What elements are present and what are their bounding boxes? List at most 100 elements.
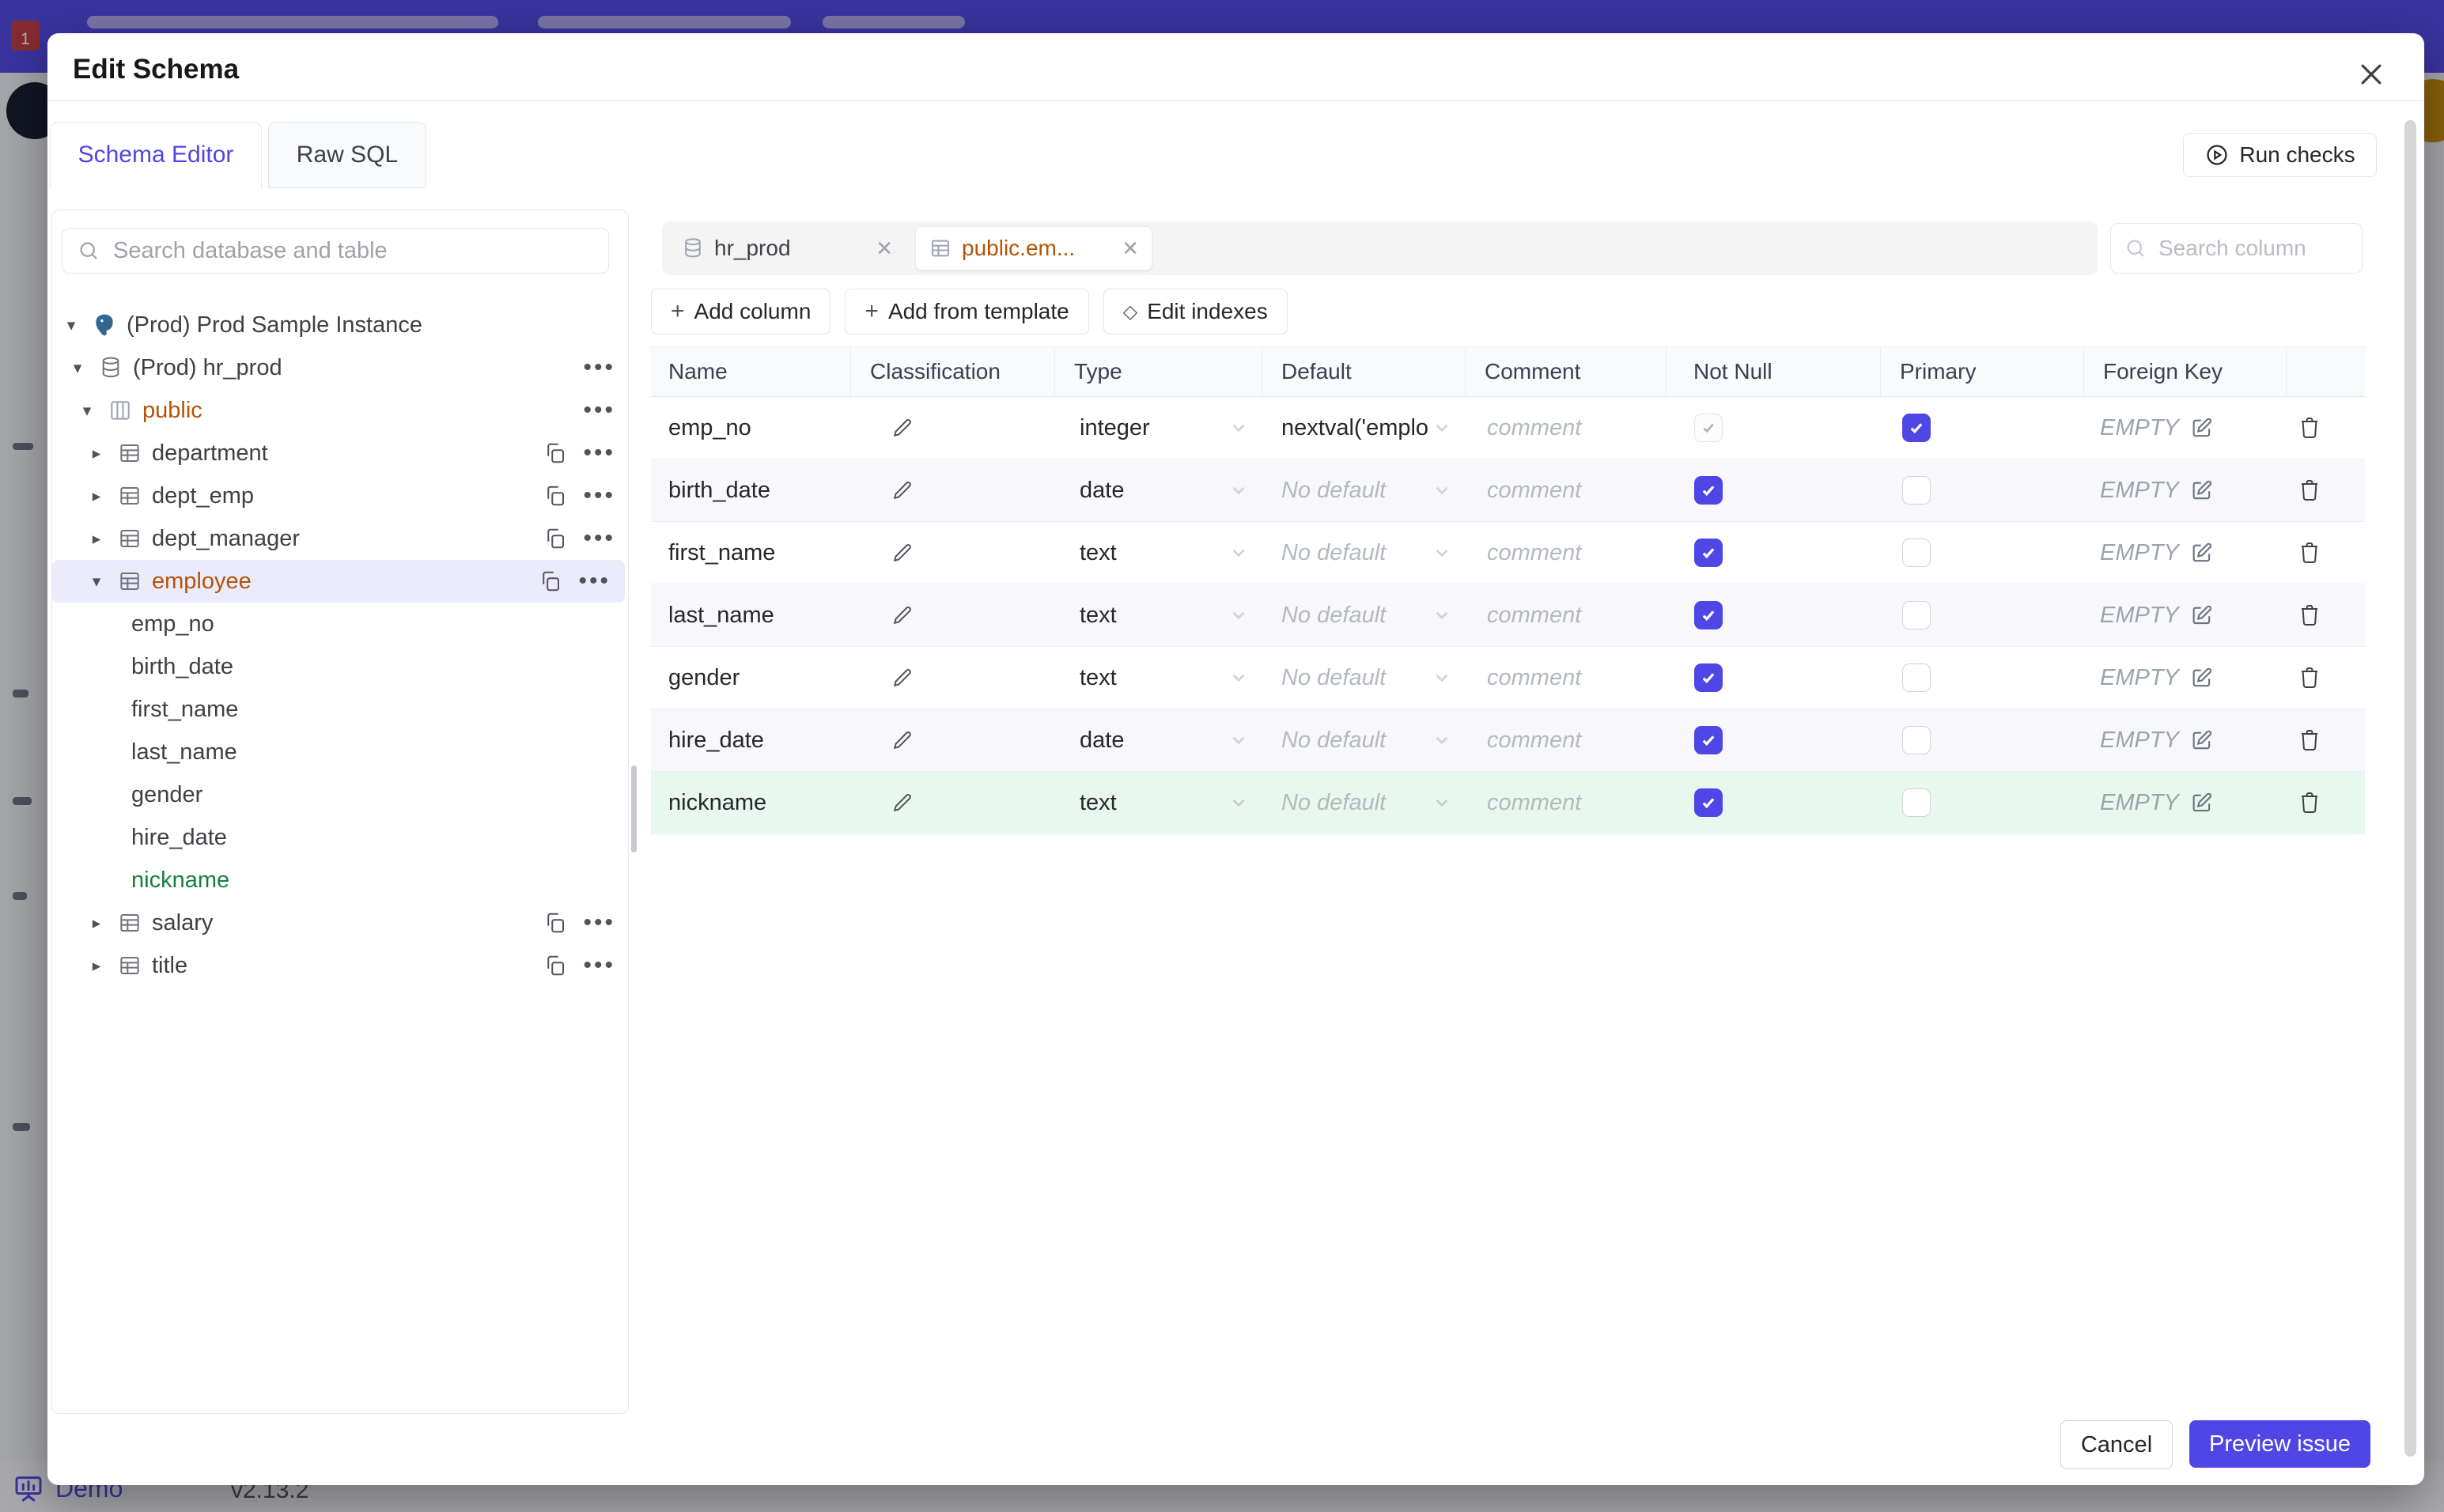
more-actions-icon[interactable]: ••• [583,397,615,423]
type-select[interactable]: integer [1080,414,1150,440]
cancel-button[interactable]: Cancel [2060,1420,2173,1469]
column-name[interactable]: gender [668,664,740,690]
delete-row-icon[interactable] [2297,790,2322,815]
default-select[interactable]: No default [1281,477,1387,503]
more-actions-icon[interactable]: ••• [583,354,615,380]
chevron-down-icon[interactable] [1432,480,1452,501]
default-select[interactable]: No default [1281,539,1387,565]
comment-input[interactable]: comment [1487,539,1582,565]
delete-row-icon[interactable] [2297,728,2322,753]
comment-input[interactable]: comment [1487,414,1582,440]
chevron-down-icon[interactable] [1432,792,1452,813]
primary-checkbox[interactable] [1902,601,1931,629]
edit-icon[interactable] [2190,603,2214,627]
comment-input[interactable]: comment [1487,602,1582,628]
type-select[interactable]: date [1080,727,1125,753]
edit-icon[interactable] [2190,791,2214,815]
not-null-checkbox[interactable] [1694,726,1723,754]
search-input[interactable] [112,236,594,265]
delete-row-icon[interactable] [2297,540,2322,565]
tree-item-database[interactable]: ▾ (Prod) hr_prod ••• [52,346,628,389]
edit-icon[interactable] [2190,666,2214,690]
chevron-down-icon[interactable] [1432,667,1452,688]
edit-icon[interactable] [2190,728,2214,752]
edit-icon[interactable] [2190,416,2214,440]
default-select[interactable]: No default [1281,789,1387,815]
chevron-right-icon[interactable]: ▸ [92,913,101,932]
type-select[interactable]: text [1080,539,1117,565]
tree-item-column[interactable]: last_name [131,739,237,765]
type-select[interactable]: text [1080,789,1117,815]
close-icon[interactable]: ✕ [1122,236,1139,260]
add-from-template-button[interactable]: + Add from template [845,289,1089,335]
edit-indexes-button[interactable]: ◇ Edit indexes [1103,289,1288,335]
chevron-down-icon[interactable] [1228,418,1249,438]
chevron-down-icon[interactable] [1432,605,1452,626]
delete-row-icon[interactable] [2297,478,2322,503]
copy-icon[interactable] [543,441,567,465]
delete-row-icon[interactable] [2297,665,2322,690]
column-name[interactable]: emp_no [668,414,751,440]
chevron-down-icon[interactable] [1432,730,1452,750]
chevron-down-icon[interactable] [1228,792,1249,813]
chevron-down-icon[interactable] [1228,667,1249,688]
tree-item-table[interactable]: ▸ dept_manager ••• [52,517,628,560]
not-null-checkbox[interactable] [1694,601,1723,629]
chevron-down-icon[interactable] [1432,418,1452,438]
chevron-down-icon[interactable] [1228,542,1249,563]
close-icon[interactable] [2355,59,2387,90]
pencil-icon[interactable] [891,603,915,627]
chevron-down-icon[interactable] [1228,730,1249,750]
tree-item-table[interactable]: ▸ salary ••• [52,902,628,944]
more-actions-icon[interactable]: ••• [583,952,615,978]
preview-issue-button[interactable]: Preview issue [2189,1420,2370,1468]
column-search[interactable] [2110,223,2363,274]
default-select[interactable]: No default [1281,664,1387,690]
run-checks-button[interactable]: Run checks [2183,133,2377,177]
close-icon[interactable]: ✕ [876,236,893,260]
more-actions-icon[interactable]: ••• [583,482,615,508]
tree-item-table[interactable]: ▸ department ••• [52,432,628,474]
tab-raw-sql[interactable]: Raw SQL [268,122,426,188]
more-actions-icon[interactable]: ••• [583,909,615,936]
not-null-checkbox[interactable] [1694,663,1723,692]
primary-checkbox[interactable] [1902,476,1931,505]
primary-checkbox[interactable] [1902,414,1931,442]
not-null-checkbox[interactable] [1694,539,1723,567]
column-name[interactable]: birth_date [668,477,770,503]
tree-item-schema[interactable]: ▾ public ••• [52,389,628,432]
tree-item-instance[interactable]: ▾ (Prod) Prod Sample Instance [52,304,628,346]
pencil-icon[interactable] [891,478,915,502]
copy-icon[interactable] [539,569,562,593]
default-select[interactable]: No default [1281,602,1387,628]
chevron-right-icon[interactable]: ▸ [92,444,101,463]
tree-item-column[interactable]: hire_date [131,824,227,850]
primary-checkbox[interactable] [1902,663,1931,692]
chevron-down-icon[interactable]: ▾ [66,316,76,335]
chevron-down-icon[interactable]: ▾ [73,358,82,377]
chevron-right-icon[interactable]: ▸ [92,486,101,505]
type-select[interactable]: text [1080,664,1117,690]
delete-row-icon[interactable] [2297,415,2322,440]
edit-icon[interactable] [2190,541,2214,565]
default-select[interactable]: nextval('employ [1281,414,1428,440]
not-null-checkbox[interactable] [1694,414,1723,442]
primary-checkbox[interactable] [1902,788,1931,817]
column-name[interactable]: last_name [668,602,774,628]
more-actions-icon[interactable]: ••• [578,568,611,594]
chip-table-active[interactable]: public.em... ✕ [915,226,1152,270]
pencil-icon[interactable] [891,416,915,440]
tree-item-column[interactable]: gender [131,781,203,807]
copy-icon[interactable] [543,527,567,550]
delete-row-icon[interactable] [2297,603,2322,628]
type-select[interactable]: date [1080,477,1125,503]
tab-schema-editor[interactable]: Schema Editor [50,122,262,188]
more-actions-icon[interactable]: ••• [583,440,615,466]
type-select[interactable]: text [1080,602,1117,628]
pencil-icon[interactable] [891,791,915,815]
default-select[interactable]: No default [1281,727,1387,753]
chevron-down-icon[interactable] [1228,480,1249,501]
copy-icon[interactable] [543,911,567,935]
tree-item-table[interactable]: ▸ title ••• [52,944,628,987]
column-name[interactable]: hire_date [668,727,764,753]
